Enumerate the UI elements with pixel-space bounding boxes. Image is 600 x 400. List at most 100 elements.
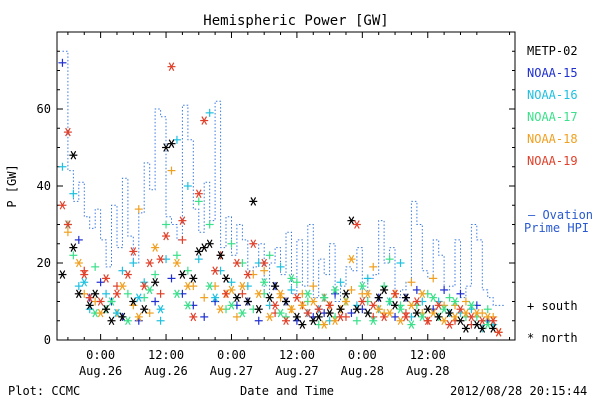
north-point (58, 270, 67, 279)
south-point (74, 282, 83, 291)
north-point (167, 62, 176, 71)
north-point-d2 (474, 320, 480, 329)
north-point-d2 (424, 316, 431, 326)
north-point (292, 312, 301, 322)
north-point (271, 301, 280, 310)
south-point (407, 278, 416, 287)
north-point (483, 312, 492, 322)
south-point (227, 278, 236, 287)
north-point (243, 270, 252, 279)
south-point (134, 205, 143, 214)
south-point (194, 197, 203, 206)
south-point (260, 266, 269, 275)
north-point-d2 (174, 289, 180, 299)
north-point (434, 301, 443, 310)
south-point (194, 255, 203, 264)
north-point (200, 243, 209, 252)
north-point-d2 (463, 308, 469, 318)
x-tick-time: 0:00 (217, 348, 246, 362)
north-point (156, 304, 165, 314)
north-point-d2 (337, 304, 344, 314)
north-point-d2 (294, 312, 300, 322)
north-point (298, 301, 307, 310)
north-point-d2 (108, 316, 115, 326)
north-point-d2 (179, 270, 186, 279)
north-point-d2 (119, 281, 126, 291)
north-point-d2 (125, 316, 131, 326)
north-point-d2 (59, 270, 66, 279)
north-point (232, 293, 241, 302)
north-point-d2 (163, 231, 169, 241)
north-point-d2 (272, 281, 278, 291)
north-point (238, 308, 247, 318)
north-point-d2 (332, 285, 338, 295)
north-point (194, 247, 203, 256)
north-point-d2 (212, 293, 218, 302)
north-point-d2 (468, 312, 475, 322)
north-point (352, 304, 361, 314)
north-point-d2 (228, 301, 235, 310)
north-point-d2 (206, 281, 213, 291)
y-tick-label: 40 (37, 179, 51, 193)
north-point (260, 258, 269, 268)
north-point-d2 (435, 301, 442, 310)
north-point-d2 (479, 324, 486, 333)
south-point (391, 312, 400, 321)
north-point (69, 243, 78, 252)
north-point-d2 (408, 320, 415, 329)
north-point-d2 (424, 304, 431, 314)
north-point (374, 293, 383, 302)
north-point (429, 308, 438, 318)
south-point (172, 251, 181, 260)
x-tick-date: Aug.27 (210, 364, 253, 378)
south-point (347, 309, 356, 318)
north-point-d2 (452, 312, 458, 322)
north-point-d2 (152, 277, 158, 287)
north-point-d2 (223, 274, 229, 283)
north-point (205, 281, 214, 291)
north-point-d2 (217, 251, 224, 260)
north-point-d2 (185, 301, 191, 310)
south-point (129, 259, 138, 267)
north-point-d2 (392, 289, 398, 299)
north-point (287, 304, 296, 314)
north-point-d2 (381, 285, 387, 295)
north-point (467, 301, 476, 310)
y-axis-label: P [GW] (5, 164, 19, 207)
ovation-series (62, 50, 505, 306)
north-point (102, 274, 111, 283)
north-point-d2 (288, 274, 295, 283)
x-axis-label: Date and Time (240, 384, 334, 398)
north-point-d2 (223, 289, 229, 299)
north-point (74, 289, 83, 299)
north-point-d2 (92, 308, 98, 318)
north-point (151, 243, 160, 252)
north-point (472, 308, 481, 318)
chart-title: Hemispheric Power [GW] (203, 13, 388, 29)
north-point-d2 (250, 239, 257, 249)
north-point-d2 (168, 62, 175, 71)
north-point (374, 304, 383, 314)
north-point (407, 320, 416, 329)
north-point (107, 316, 116, 326)
north-point (363, 308, 372, 318)
legend-entry: NOAA-18 (527, 132, 578, 146)
north-point-d2 (337, 312, 344, 322)
south-point (265, 251, 274, 260)
north-point (63, 220, 72, 229)
south-point (287, 285, 296, 294)
north-point (314, 312, 323, 322)
south-point (91, 262, 100, 271)
x-tick-date: Aug.26 (79, 364, 122, 378)
x-tick-date: Aug.28 (341, 364, 384, 378)
legend-entry: NOAA-16 (527, 88, 578, 102)
north-point (80, 277, 89, 287)
north-point-d2 (392, 301, 398, 310)
north-point-d2 (359, 297, 366, 306)
south-point (200, 312, 209, 321)
north-point-d2 (403, 312, 409, 322)
north-point-d2 (397, 316, 404, 326)
south-point (162, 220, 171, 229)
north-point (265, 312, 274, 322)
